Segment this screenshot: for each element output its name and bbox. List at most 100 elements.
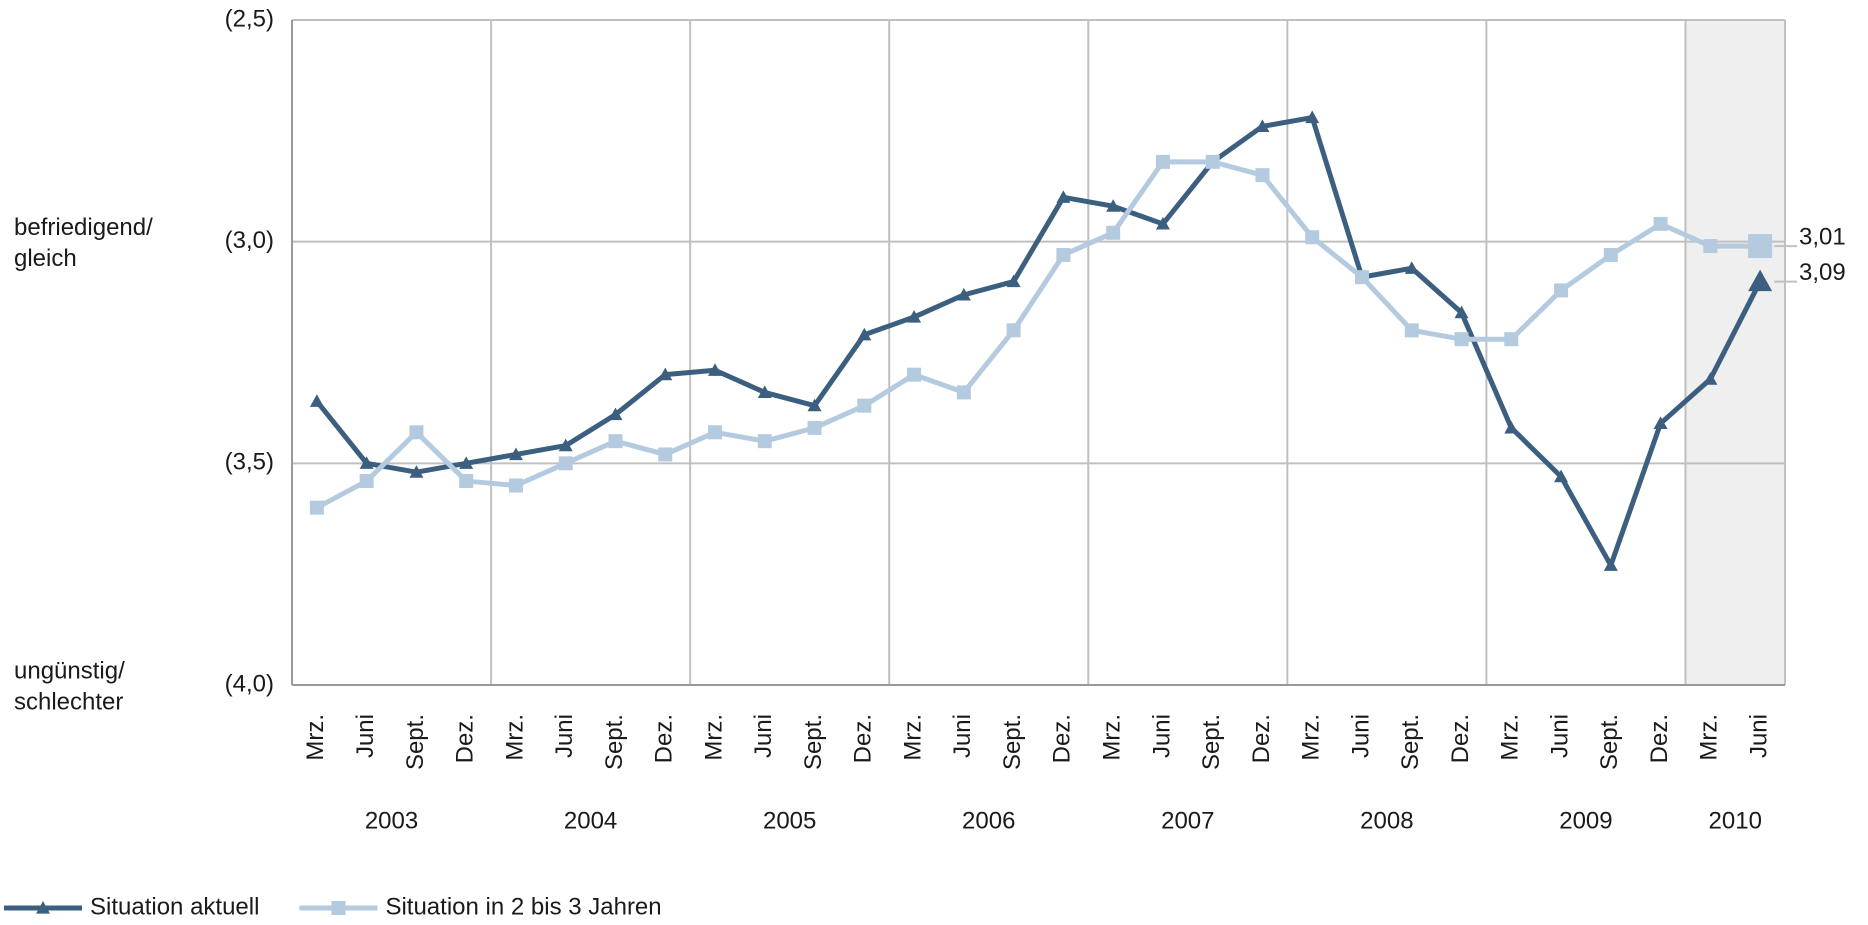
y-side-label: ungünstig/ [14,657,125,684]
x-tick-label: Juni [1347,714,1374,758]
marker [1006,323,1021,338]
y-side-label: befriedigend/ [14,214,153,241]
x-tick-label: Dez. [1646,714,1673,763]
x-group-label: 2008 [1360,807,1413,834]
marker [1106,225,1121,240]
x-tick-label: Mrz. [1696,714,1723,761]
series-line [315,159,1761,510]
x-group-label: 2004 [564,807,617,834]
x-tick-label: Dez. [1049,714,1076,763]
marker [1454,305,1469,319]
marker [1305,230,1320,245]
x-tick-label: Dez. [850,714,877,763]
marker [608,407,623,421]
marker [359,456,374,469]
marker [309,394,324,407]
x-tick-label: Juni [1546,714,1573,758]
x-tick-label: Sept. [1397,714,1424,770]
marker [907,310,922,323]
legend-item: Situation in 2 bis 3 Jahren [299,893,662,920]
x-group-label: 2006 [962,807,1015,834]
x-tick-label: Mrz. [700,714,727,761]
marker [409,425,424,440]
y-tick-label: (4,0) [225,670,274,697]
x-tick-label: Dez. [1447,714,1474,763]
marker [1404,323,1419,338]
marker [1703,372,1718,385]
marker [1504,332,1519,347]
x-tick-label: Juni [551,714,578,758]
marker [1653,416,1668,430]
marker [1155,216,1170,230]
marker [508,478,523,493]
x-group-label: 2009 [1559,807,1612,834]
marker [857,398,872,413]
marker [1006,274,1021,288]
marker [1354,270,1369,285]
marker [1106,199,1121,212]
marker [757,434,772,449]
marker [708,425,723,440]
y-tick-label: (3,5) [225,449,274,476]
marker [956,287,971,301]
x-tick-label: Sept. [1198,714,1225,770]
marker [658,367,673,381]
marker [1056,247,1071,262]
x-tick-label: Sept. [402,714,429,770]
marker [558,438,573,452]
marker [409,465,424,478]
x-tick-label: Juni [1148,714,1175,758]
x-tick-label: Mrz. [1497,714,1524,761]
marker [807,398,822,412]
marker [1255,119,1270,132]
marker [1056,190,1071,203]
x-tick-label: Mrz. [501,714,528,761]
x-group-label: 2005 [763,807,816,834]
marker [1554,469,1569,483]
legend-item: Situation aktuell [4,893,259,920]
marker [956,385,971,400]
marker [1305,110,1320,124]
marker [1748,234,1773,259]
marker [658,447,673,462]
series-line [314,115,1763,568]
marker [459,456,474,469]
marker [309,500,324,515]
marker [1603,247,1618,262]
marker [1504,420,1519,434]
marker [1703,239,1718,254]
marker [1653,216,1668,231]
x-tick-label: Juni [750,714,777,758]
marker [757,385,772,398]
marker [359,474,374,489]
x-tick-label: Dez. [1248,714,1275,763]
marker [857,327,872,341]
marker [558,456,573,471]
marker [1603,558,1618,571]
marker [708,363,723,376]
y-side-label: gleich [14,245,77,272]
x-tick-label: Mrz. [899,714,926,761]
marker [1454,332,1469,347]
highlight-band [1685,20,1785,685]
x-tick-label: Juni [949,714,976,758]
marker [1205,154,1220,169]
y-tick-label: (2,5) [225,5,274,32]
x-tick-label: Dez. [452,714,479,763]
marker [1554,283,1569,298]
x-tick-label: Sept. [1596,714,1623,770]
marker [1404,261,1419,274]
x-group-label: 2010 [1709,807,1762,834]
marker [1748,269,1773,292]
x-tick-label: Sept. [800,714,827,770]
marker [608,434,623,449]
data-label: 3,01 [1799,223,1846,250]
marker [807,420,822,435]
legend-label: Situation aktuell [90,893,259,920]
x-tick-label: Mrz. [1098,714,1125,761]
x-tick-label: Mrz. [1298,714,1325,761]
data-label: 3,09 [1799,259,1846,286]
y-side-label: schlechter [14,688,123,715]
legend-label: Situation in 2 bis 3 Jahren [385,893,661,920]
